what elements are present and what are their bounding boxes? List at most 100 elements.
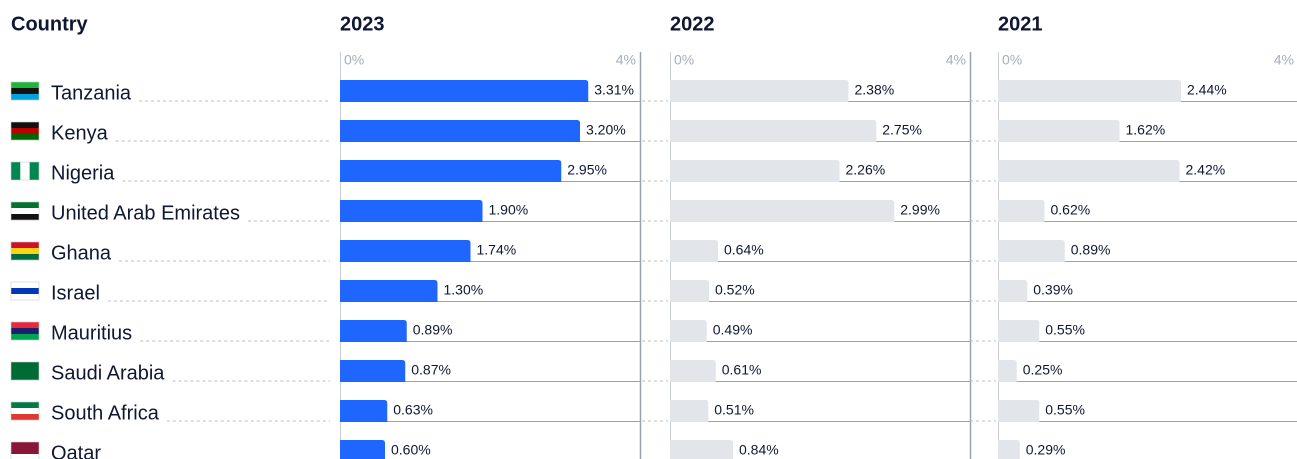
country-name: United Arab Emirates [51,202,240,224]
value-label: 1.30% [444,282,484,298]
flag-border [10,401,40,421]
flag-border [10,321,40,341]
value-label: 0.60% [391,442,431,458]
bar [340,320,407,342]
value-label: 2.75% [882,122,922,138]
country-name: Ghana [51,242,112,264]
value-label: 2.95% [567,162,607,178]
bar [670,200,895,222]
flag [10,401,40,421]
x-tick-label: 4% [946,52,966,68]
flag-stripe [11,202,39,209]
flag-border [10,201,40,221]
value-label: 0.51% [714,402,754,418]
value-label: 3.31% [594,82,634,98]
bar [670,440,733,459]
bar [340,440,385,459]
flag-stripe [11,122,39,129]
flag-stripe [29,162,40,180]
flag [10,361,40,381]
value-label: 0.63% [393,402,433,418]
flag-stripe [11,362,39,369]
flag-stripe [11,322,39,329]
panel-title: 2021 [998,13,1043,35]
bar [998,360,1017,382]
value-label: 0.25% [1023,362,1063,378]
country-name: Nigeria [51,162,115,184]
bar [998,160,1180,182]
flag-border [10,361,40,381]
flag-stripe [11,442,39,449]
value-label: 0.29% [1026,442,1066,458]
flag-stripe [11,334,39,341]
value-label: 2.44% [1187,82,1227,98]
flag-stripe [11,454,39,459]
country-name: Kenya [51,122,109,144]
bar [340,120,580,142]
panel-title: 2023 [340,13,385,35]
flag-stripe [11,254,39,261]
flag-stripe [11,208,39,215]
flag-stripe [11,294,39,301]
country-name: Israel [51,282,100,304]
flag-border [10,241,40,261]
panel-title: 2022 [670,13,715,35]
flag-stripe [11,328,39,335]
bar [998,400,1040,422]
bar [998,320,1040,342]
flag-stripe [11,374,39,381]
bar [670,320,707,342]
flag-stripe [11,282,39,289]
bar [340,80,589,102]
flag-stripe [11,414,39,421]
country-name: Mauritius [51,322,132,344]
value-label: 2.99% [900,202,940,218]
flag-stripe [11,248,39,255]
flag-border [10,81,40,101]
value-label: 2.26% [846,162,886,178]
bar [670,360,716,382]
bar [670,160,840,182]
flag-border [10,441,40,459]
value-label: 2.38% [855,82,895,98]
flag-stripe [11,134,39,141]
value-label: 2.42% [1186,162,1226,178]
flag-stripe [11,88,39,95]
flag-stripe [11,408,39,415]
x-tick-label: 0% [344,52,364,68]
value-label: 0.61% [722,362,762,378]
x-tick-label: 4% [1274,52,1294,68]
flag-stripe [11,214,39,221]
value-label: 0.52% [715,282,755,298]
flag-stripe [11,288,39,295]
x-tick-label: 4% [616,52,636,68]
bar [340,400,388,422]
value-label: 0.89% [1071,242,1111,258]
bar [998,200,1045,222]
flag [10,201,40,221]
flag [10,281,40,301]
value-label: 1.90% [489,202,529,218]
bar [670,400,709,422]
flag-stripe [11,242,39,249]
flag [10,81,40,101]
value-label: 0.62% [1051,202,1091,218]
value-label: 1.62% [1126,122,1166,138]
x-tick-label: 0% [674,52,694,68]
value-label: 0.64% [724,242,764,258]
country-name: Qatar [51,442,101,459]
flag [10,121,40,141]
bar [998,280,1028,302]
bar [998,440,1020,459]
flag-stripe [11,448,39,455]
bar [670,80,849,102]
country-name: Saudi Arabia [51,362,165,384]
bar [670,240,718,262]
flag-stripe [11,128,39,135]
flag-stripe [11,368,39,375]
value-label: 0.39% [1033,282,1073,298]
x-tick-label: 0% [1002,52,1022,68]
bar [340,200,483,222]
flag-stripe [11,402,39,409]
